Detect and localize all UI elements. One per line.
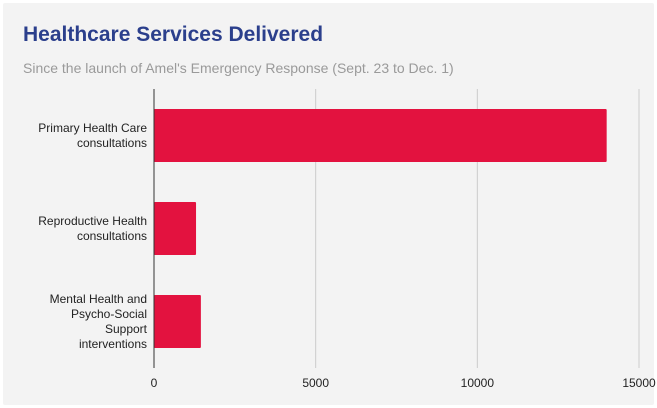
category-label-line: Support: [105, 322, 148, 336]
chart-title: Healthcare Services Delivered: [23, 23, 324, 46]
category-label: Primary Health Care consultations: [38, 121, 147, 150]
category-label-line: Reproductive Health: [38, 214, 147, 228]
bar: [154, 295, 201, 348]
x-tick-label: 10000: [461, 376, 495, 390]
chart-card: Healthcare Services Delivered Since the …: [3, 3, 654, 405]
category-label-line: interventions: [79, 337, 147, 351]
category-label-line: Psycho-Social: [71, 307, 147, 321]
category-label-line: consultations: [77, 229, 147, 243]
chart-subtitle: Since the launch of Amel's Emergency Res…: [23, 60, 454, 76]
x-tick-label: 5000: [302, 376, 329, 390]
category-label: Mental Health and Psycho-Social Support int…: [50, 292, 148, 351]
category-label: Reproductive Health consultations: [38, 214, 147, 243]
x-tick-label: 0: [151, 376, 158, 390]
bars: [154, 109, 607, 348]
bar: [154, 202, 197, 255]
category-labels: Primary Health Care consultationsReproduc…: [38, 121, 147, 351]
category-label-line: Mental Health and: [50, 292, 147, 306]
category-label-line: Primary Health Care: [38, 121, 147, 135]
bar: [154, 109, 607, 162]
category-label-line: consultations: [77, 136, 147, 150]
x-tick-labels: 0 5000 10000 15000: [151, 376, 656, 390]
x-tick-label: 15000: [622, 376, 656, 390]
